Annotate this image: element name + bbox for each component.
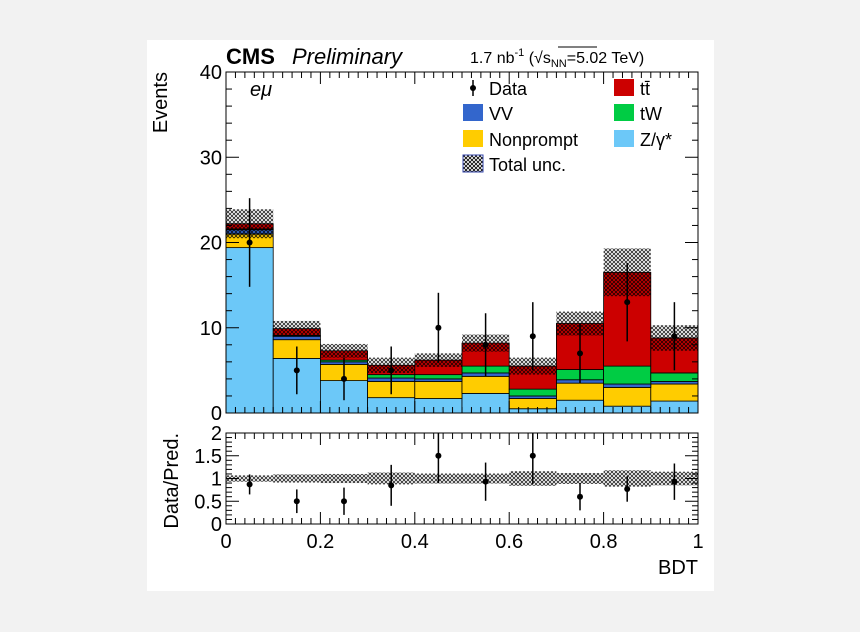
energy-open: ( bbox=[524, 50, 534, 67]
energy-sub: NN bbox=[551, 58, 567, 70]
data-point-5 bbox=[482, 341, 489, 348]
ratio-unc-band-1 bbox=[273, 474, 321, 483]
data-point-7 bbox=[577, 350, 583, 357]
channel-label: eμ bbox=[250, 79, 272, 101]
top-axes-group: 0 10 20 30 40 bbox=[200, 62, 699, 425]
stack-bar-z-6 bbox=[508, 408, 557, 414]
ratio-point-5 bbox=[482, 478, 489, 485]
ratio-point-9 bbox=[671, 478, 678, 485]
top-y-axis-label: Events bbox=[150, 72, 172, 133]
stack-bar-nonprompt-7 bbox=[556, 382, 605, 401]
total-unc-band-1 bbox=[273, 320, 321, 337]
legend-data-marker bbox=[470, 85, 476, 91]
ratio-y-tick-label-2: 1 bbox=[211, 469, 222, 491]
ratio-point-1 bbox=[293, 498, 300, 505]
experiment-label: CMS bbox=[226, 44, 275, 69]
data-point-0 bbox=[246, 239, 253, 246]
ratio-y-tick-label-4: 2 bbox=[211, 423, 222, 445]
stack-bar-z-4 bbox=[414, 398, 463, 414]
legend-nonprompt-swatch bbox=[463, 130, 483, 147]
ratio-x-tick-label-2: 0.4 bbox=[401, 531, 429, 553]
stack-bar-z-5 bbox=[461, 392, 510, 414]
top-data-group bbox=[246, 198, 678, 401]
data-point-4 bbox=[435, 324, 442, 331]
legend-tw-label: tW bbox=[640, 104, 662, 124]
data-point-9 bbox=[671, 333, 678, 340]
data-point-1 bbox=[293, 367, 300, 374]
legend-nonprompt-label: Nonprompt bbox=[489, 130, 578, 150]
legend-z-swatch bbox=[614, 130, 634, 147]
lumi-energy-label: 1.7 nb-1 (√sNN=5.02 TeV) bbox=[470, 47, 644, 70]
total-unc-band-2 bbox=[320, 343, 368, 358]
energy-s: s bbox=[543, 50, 551, 67]
sqrt-symbol: √ bbox=[534, 50, 543, 67]
ratio-x-tick-label-0: 0 bbox=[220, 531, 231, 553]
legend-vv-label: VV bbox=[489, 104, 513, 124]
cms-bdt-figure: CMS Preliminary 1.7 nb-1 (√sNN=5.02 TeV)… bbox=[147, 40, 714, 591]
legend-data-label: Data bbox=[489, 79, 528, 99]
top-y-tick-label-2: 20 bbox=[200, 233, 222, 255]
energy-value: =5.02 TeV) bbox=[567, 50, 645, 67]
data-point-8 bbox=[624, 299, 631, 306]
ratio-point-3 bbox=[388, 482, 395, 489]
ratio-axes-group: 0 0.2 0.4 0.6 0.8 100.511.52 bbox=[194, 423, 703, 553]
ratio-point-0 bbox=[246, 481, 253, 488]
stack-bar-vv-8 bbox=[603, 383, 652, 388]
ratio-point-8 bbox=[624, 485, 631, 492]
legend-tw-swatch bbox=[614, 104, 634, 121]
stack-bar-nonprompt-9 bbox=[650, 383, 699, 402]
stack-bar-tw-9 bbox=[650, 372, 699, 382]
top-y-tick-label-0: 0 bbox=[211, 403, 222, 425]
stack-bar-vv-1 bbox=[272, 335, 321, 341]
stack-bar-z-3 bbox=[367, 397, 416, 414]
ratio-point-4 bbox=[435, 452, 442, 459]
ratio-x-tick-label-4: 0.8 bbox=[590, 531, 618, 553]
ratio-x-tick-label-5: 1 bbox=[692, 531, 703, 553]
stack-bar-tw-6 bbox=[508, 388, 557, 397]
figure-svg: CMS Preliminary 1.7 nb-1 (√sNN=5.02 TeV)… bbox=[150, 44, 704, 579]
stack-bar-z-7 bbox=[556, 399, 605, 414]
stack-bar-nonprompt-8 bbox=[603, 387, 652, 407]
ratio-point-7 bbox=[577, 493, 583, 500]
data-point-6 bbox=[529, 333, 536, 340]
ratio-x-tick-label-3: 0.6 bbox=[495, 531, 523, 553]
legend-unc-label: Total unc. bbox=[489, 155, 566, 175]
data-point-3 bbox=[388, 367, 395, 374]
legend-vv-swatch bbox=[463, 104, 483, 121]
ratio-unc-band-2 bbox=[320, 473, 368, 484]
ratio-point-2 bbox=[341, 498, 347, 505]
ratio-y-tick-label-3: 1.5 bbox=[194, 446, 222, 468]
legend-tt-swatch bbox=[614, 79, 634, 96]
ratio-unc-band-7 bbox=[556, 473, 604, 484]
ratio-data-group bbox=[246, 433, 678, 515]
legend-z-label: Z/γ* bbox=[640, 130, 672, 150]
ratio-y-axis-label: Data/Pred. bbox=[161, 433, 183, 529]
top-y-tick-label-4: 40 bbox=[200, 62, 222, 84]
ratio-x-tick-label-1: 0.2 bbox=[306, 531, 334, 553]
legend-tt-label: tt̄ bbox=[640, 79, 650, 99]
legend: Data tt̄ VV tW Nonprompt Z/γ* Total unc. bbox=[462, 79, 672, 175]
stack-bar-nonprompt-5 bbox=[461, 375, 510, 394]
top-y-tick-label-3: 30 bbox=[200, 147, 222, 169]
top-y-tick-label-1: 10 bbox=[200, 318, 222, 340]
stack-bar-nonprompt-4 bbox=[414, 381, 463, 399]
ratio-point-6 bbox=[529, 452, 536, 459]
lumi-exponent: -1 bbox=[514, 47, 524, 59]
x-axis-label: BDT bbox=[658, 557, 698, 579]
stack-bar-z-8 bbox=[603, 405, 652, 414]
status-label: Preliminary bbox=[292, 44, 404, 69]
stack-bar-tw-8 bbox=[603, 365, 652, 385]
lumi-prefix: 1.7 nb bbox=[470, 50, 515, 67]
stack-bar-tw-4 bbox=[414, 374, 463, 380]
stack-bar-z-9 bbox=[650, 400, 699, 414]
data-point-2 bbox=[341, 375, 347, 382]
ratio-y-tick-label-0: 0 bbox=[211, 514, 222, 536]
legend-unc-swatch bbox=[462, 154, 484, 173]
stack-bar-nonprompt-6 bbox=[508, 398, 557, 410]
ratio-y-tick-label-1: 0.5 bbox=[194, 491, 222, 513]
